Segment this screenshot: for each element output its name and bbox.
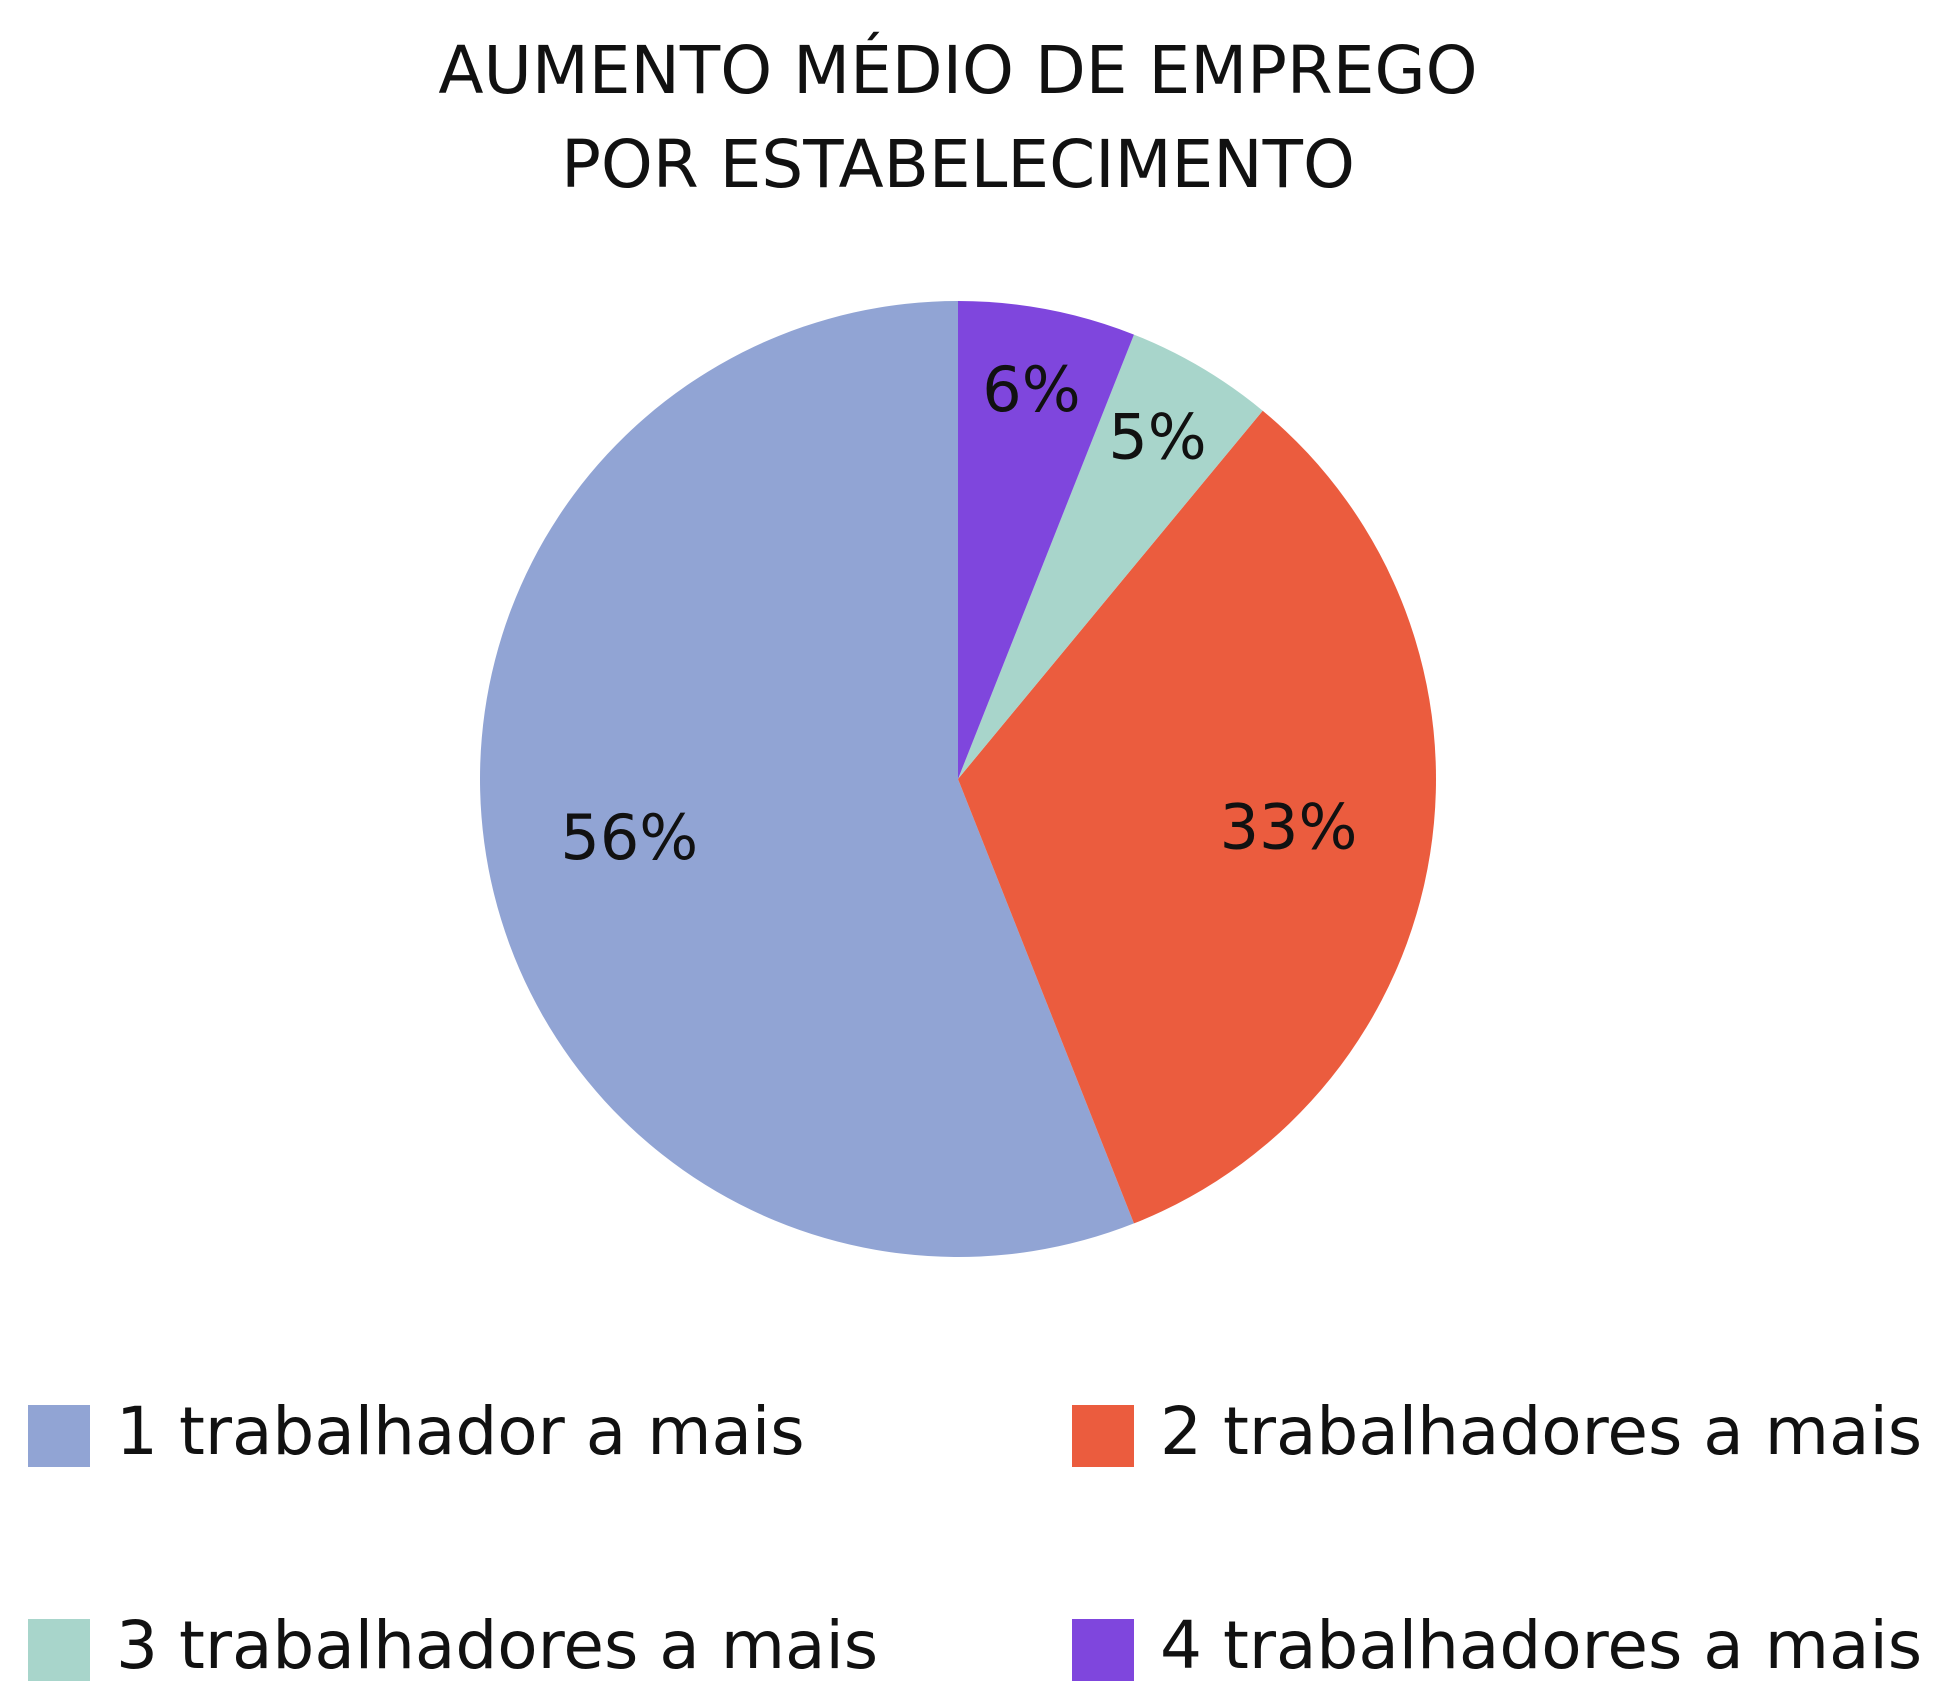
pie-slice bbox=[958, 410, 1437, 1224]
legend-label: 3 trabalhadores a mais bbox=[116, 1607, 878, 1683]
legend-swatch bbox=[28, 1405, 90, 1467]
data-label: 33% bbox=[1220, 790, 1358, 863]
chart-title: POR ESTABELECIMENTO bbox=[561, 126, 1355, 203]
legend-label: 2 trabalhadores a mais bbox=[1160, 1393, 1922, 1470]
legend-swatch bbox=[1072, 1619, 1134, 1681]
data-label: 56% bbox=[560, 801, 698, 874]
data-label: 6% bbox=[982, 353, 1080, 426]
legend-label: 4 trabalhadores a mais bbox=[1160, 1607, 1922, 1683]
legend-label: 1 trabalhador a mais bbox=[116, 1393, 805, 1470]
pie-slice bbox=[958, 301, 1134, 779]
data-label: 5% bbox=[1108, 401, 1206, 474]
legend-swatch bbox=[28, 1619, 90, 1681]
pie-slice bbox=[480, 301, 1134, 1257]
pie-slice bbox=[958, 334, 1263, 779]
chart-title: AUMENTO MÉDIO DE EMPREGO bbox=[438, 31, 1477, 109]
legend-swatch bbox=[1072, 1405, 1134, 1467]
